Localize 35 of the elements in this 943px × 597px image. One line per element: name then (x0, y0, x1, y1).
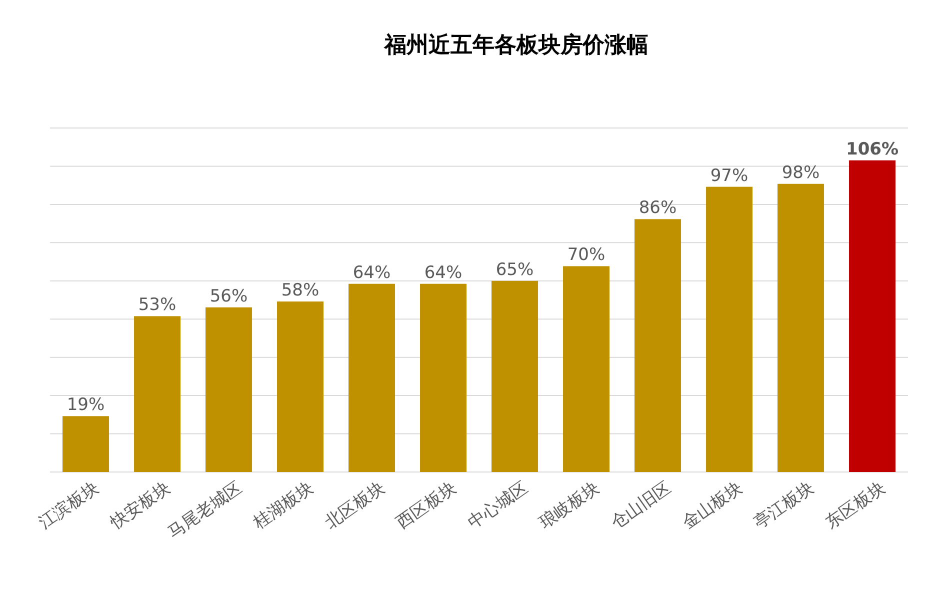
x-tick-label: 北区板块 (321, 478, 389, 534)
data-label: 64% (352, 262, 391, 283)
x-tick-label: 西区板块 (392, 478, 460, 534)
x-tick-label: 东区板块 (822, 478, 890, 534)
data-label: 53% (138, 295, 176, 316)
x-tick-label: 中心城区 (464, 478, 532, 534)
data-label: 58% (281, 280, 320, 300)
bar (277, 301, 324, 472)
bar (849, 160, 896, 472)
bar (778, 184, 824, 472)
bar (706, 186, 752, 472)
data-label: 97% (710, 166, 748, 186)
x-tick-label: 金山板块 (678, 478, 746, 534)
data-label: 64% (424, 262, 462, 283)
data-label: 19% (66, 395, 105, 416)
x-tick-label: 亭江板块 (750, 478, 818, 534)
data-label: 106% (846, 139, 899, 160)
bar (134, 316, 180, 472)
bar (62, 416, 109, 472)
x-tick-label: 琅岐板块 (536, 478, 604, 534)
x-tick-label: 仓山旧区 (607, 478, 675, 534)
data-label: 70% (567, 245, 606, 266)
x-tick-label: 江滨板块 (35, 478, 103, 534)
data-label: 98% (782, 162, 820, 183)
chart-title: 福州近五年各板块房价涨幅 (384, 32, 648, 58)
x-tick-label: 桂湖板块 (249, 478, 318, 534)
data-label: 65% (496, 260, 534, 280)
data-label: 86% (638, 198, 677, 218)
bar (563, 266, 610, 472)
bar (348, 284, 395, 472)
bar (634, 219, 681, 472)
bar (206, 307, 252, 472)
bar (420, 284, 466, 472)
data-label: 56% (210, 286, 248, 306)
bar (492, 280, 538, 472)
